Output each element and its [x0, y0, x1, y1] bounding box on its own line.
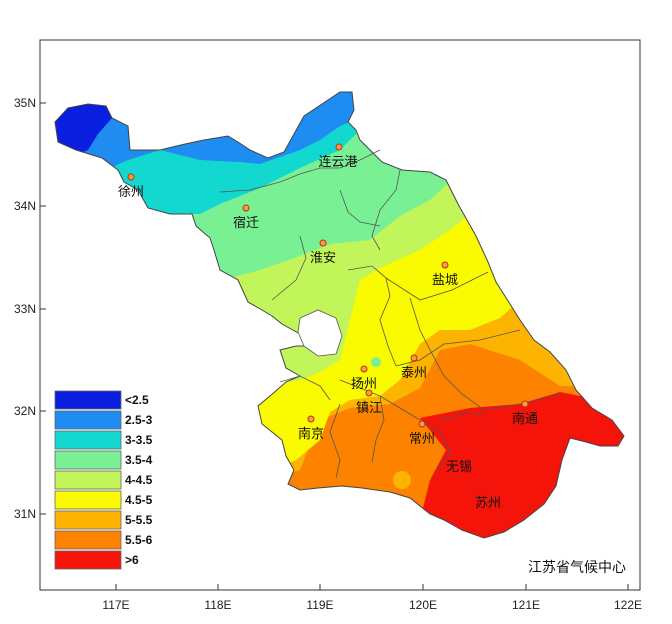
y-tick-label: 34N	[14, 199, 36, 213]
lake-hongze	[297, 309, 343, 357]
city-marker	[307, 415, 315, 423]
city-marker	[365, 389, 373, 397]
city-label: 南通	[512, 411, 538, 427]
legend-swatch	[54, 430, 122, 450]
zone-lt-2.5	[55, 92, 112, 160]
city-label: 宿迁	[233, 215, 259, 231]
y-tick-label: 32N	[14, 404, 36, 418]
city-label: 连云港	[318, 154, 357, 170]
y-tick-label: 35N	[14, 96, 36, 110]
x-tick-label: 122E	[614, 598, 642, 612]
city-label: 常州	[409, 432, 435, 447]
city-nanjing: 南京	[298, 415, 324, 442]
x-tick-label: 119E	[306, 598, 333, 612]
city-marker	[127, 173, 135, 181]
legend-swatch	[54, 390, 122, 410]
city-marker	[360, 365, 368, 373]
city-label: 泰州	[401, 366, 427, 381]
legend-label: 2.5-3	[125, 413, 153, 427]
city-lianyungang: 连云港	[318, 143, 358, 170]
x-tick-label: 117E	[102, 598, 129, 612]
city-yangzhou: 扬州	[351, 365, 377, 392]
legend-label: 3.5-4	[125, 453, 153, 467]
city-zhenjiang: 镇江	[356, 389, 382, 416]
map-credit: 江苏省气候中心	[528, 560, 626, 576]
y-tick-label: 33N	[14, 302, 36, 316]
legend-swatch	[54, 530, 122, 550]
city-yancheng: 盐城	[432, 261, 458, 288]
legend: <2.5 2.5-3 3-3.5 3.5-4 4-4.5 4.5-5 5-5.5…	[54, 390, 153, 570]
legend-swatch	[54, 550, 122, 570]
x-axis: 117E 118E 119E 120E 121E 122E	[102, 584, 642, 612]
city-suzhou: 苏州	[475, 495, 501, 511]
legend-swatch	[54, 450, 122, 470]
x-tick-label: 118E	[204, 598, 231, 612]
city-taizhou: 泰州	[401, 354, 427, 381]
city-label: 南京	[298, 426, 324, 442]
city-label: 徐州	[118, 185, 144, 200]
x-tick-label: 120E	[409, 598, 437, 612]
city-label: 盐城	[432, 273, 458, 288]
zone-3.5-4-spot	[371, 357, 381, 367]
legend-swatch	[54, 510, 122, 530]
legend-label: 5.5-6	[125, 533, 153, 547]
legend-label: 5-5.5	[125, 513, 153, 527]
x-tick-label: 121E	[512, 598, 540, 612]
legend-label: 4-4.5	[125, 473, 153, 487]
zone-5-5.5-spot	[393, 471, 411, 489]
city-marker	[441, 261, 449, 269]
city-xuzhou: 徐州	[118, 173, 144, 200]
city-changzhou: 常州	[409, 420, 435, 447]
city-marker	[335, 143, 343, 151]
cities: 连云港 徐州 宿迁 淮安 盐城 扬州 泰州 镇江	[118, 143, 538, 511]
city-marker	[319, 239, 327, 247]
city-label: 扬州	[351, 377, 377, 392]
y-axis: 35N 34N 33N 32N 31N	[14, 96, 46, 521]
legend-label: <2.5	[125, 393, 149, 407]
city-wuxi: 无锡	[446, 460, 472, 475]
legend-swatch	[54, 470, 122, 490]
city-huaian: 淮安	[310, 239, 336, 266]
legend-swatch	[54, 490, 122, 510]
city-suqian: 宿迁	[233, 204, 259, 231]
y-tick-label: 31N	[14, 507, 36, 521]
legend-swatch	[54, 410, 122, 430]
city-marker	[418, 420, 426, 428]
legend-label: 3-3.5	[125, 433, 153, 447]
city-marker	[410, 354, 418, 362]
legend-label: 4.5-5	[125, 493, 153, 507]
city-marker	[242, 204, 250, 212]
city-nantong: 南通	[512, 400, 538, 427]
city-label: 无锡	[446, 460, 472, 475]
city-label: 淮安	[310, 251, 336, 266]
prefecture-boundaries	[219, 149, 561, 479]
legend-label: >6	[125, 553, 139, 567]
city-label: 镇江	[356, 401, 382, 416]
city-label: 苏州	[475, 495, 501, 511]
city-marker	[521, 400, 529, 408]
